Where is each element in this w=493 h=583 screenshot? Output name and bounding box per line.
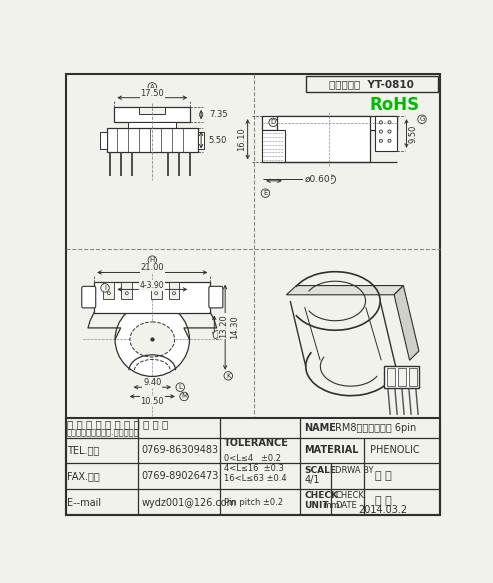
Circle shape	[388, 130, 391, 133]
Text: 13.20: 13.20	[219, 314, 228, 338]
FancyBboxPatch shape	[82, 286, 96, 308]
Text: H: H	[150, 257, 155, 263]
Text: 14.30: 14.30	[230, 315, 239, 339]
Text: DATE: DATE	[335, 501, 357, 510]
Text: 4-3.90: 4-3.90	[140, 281, 165, 290]
Text: 广东省东莞市石碣镇.刘屋工业区: 广东省东莞市石碣镇.刘屋工业区	[67, 428, 140, 437]
Bar	[66, 418, 440, 515]
Circle shape	[380, 121, 383, 124]
Bar	[387, 368, 395, 387]
Text: 4<L≤16  ±0.3: 4<L≤16 ±0.3	[224, 463, 284, 473]
Text: C: C	[216, 137, 220, 143]
Text: RoHS: RoHS	[370, 96, 420, 114]
Circle shape	[155, 292, 158, 295]
Bar	[376, 116, 397, 151]
Bar	[151, 282, 162, 298]
Text: J: J	[216, 332, 218, 338]
Text: 5.50: 5.50	[209, 135, 227, 145]
Text: G: G	[420, 116, 424, 122]
Text: 4/1: 4/1	[304, 475, 319, 484]
Text: 0769-86309483: 0769-86309483	[141, 445, 218, 455]
Text: 16<L≤63 ±0.4: 16<L≤63 ±0.4	[224, 475, 287, 483]
Bar	[262, 116, 397, 130]
Circle shape	[380, 139, 383, 142]
Bar	[121, 282, 132, 298]
Text: CHECK: CHECK	[335, 490, 364, 500]
Text: ø0.60: ø0.60	[304, 175, 330, 184]
FancyBboxPatch shape	[209, 286, 223, 308]
Ellipse shape	[130, 322, 175, 357]
Text: 0769-89026473: 0769-89026473	[141, 470, 219, 481]
Bar	[106, 128, 198, 152]
Bar	[128, 122, 176, 128]
Text: K: K	[226, 373, 231, 379]
Text: 21.00: 21.00	[141, 264, 164, 272]
Circle shape	[115, 303, 189, 377]
Text: TEL.电话: TEL.电话	[67, 445, 99, 455]
Text: E--mail: E--mail	[67, 498, 101, 508]
Text: 9.40: 9.40	[143, 378, 162, 387]
Bar	[262, 130, 285, 162]
Text: FAX.传真: FAX.传真	[67, 470, 100, 481]
Text: 2014.03.2: 2014.03.2	[359, 505, 408, 515]
Text: 洋通料号：  YT-0810: 洋通料号： YT-0810	[329, 80, 414, 90]
Bar	[101, 132, 106, 149]
Circle shape	[125, 292, 128, 295]
Text: 张 艺: 张 艺	[375, 496, 391, 506]
Bar	[104, 282, 114, 298]
Circle shape	[388, 121, 391, 124]
Text: L: L	[178, 384, 182, 390]
Text: CHECK: CHECK	[304, 490, 338, 500]
Bar	[114, 107, 190, 122]
Text: 东 莞 市 洋 通 电 子 有 限 公 司: 东 莞 市 洋 通 电 子 有 限 公 司	[67, 419, 168, 429]
Polygon shape	[394, 286, 419, 360]
Text: Pin pitch ±0.2: Pin pitch ±0.2	[224, 498, 283, 507]
Text: M: M	[181, 394, 187, 399]
Text: DRWA BY: DRWA BY	[335, 466, 374, 475]
Text: 17.50: 17.50	[141, 89, 164, 99]
Circle shape	[173, 292, 176, 295]
Circle shape	[380, 130, 383, 133]
Text: mm: mm	[322, 501, 340, 510]
Bar	[277, 116, 370, 162]
Bar	[198, 132, 204, 149]
Bar	[409, 368, 417, 387]
Text: PHENOLIC: PHENOLIC	[370, 445, 420, 455]
Text: 0<L≤4   ±0.2: 0<L≤4 ±0.2	[224, 454, 282, 462]
Text: A: A	[150, 84, 155, 90]
Bar	[94, 282, 211, 312]
Text: F: F	[329, 176, 333, 182]
Text: D: D	[271, 120, 276, 125]
Bar	[169, 282, 179, 298]
Text: TOLERANCE: TOLERANCE	[224, 438, 289, 448]
Text: 10.50: 10.50	[141, 396, 164, 406]
Text: MATERIAL: MATERIAL	[304, 445, 359, 455]
Text: B: B	[216, 111, 220, 118]
Text: NAME: NAME	[304, 423, 336, 433]
Text: wydz001@126.com: wydz001@126.com	[141, 498, 237, 508]
Text: RM8骨架立式单槽 6pin: RM8骨架立式单槽 6pin	[335, 423, 417, 433]
Text: 9.50: 9.50	[408, 124, 417, 143]
Text: I: I	[104, 285, 106, 291]
Text: 16.10: 16.10	[237, 127, 246, 151]
Text: SCALE: SCALE	[304, 466, 336, 475]
Bar	[384, 366, 419, 388]
Bar	[306, 76, 437, 92]
Text: E: E	[263, 190, 268, 196]
Polygon shape	[286, 286, 403, 295]
Bar	[398, 368, 406, 387]
Circle shape	[388, 139, 391, 142]
Circle shape	[107, 292, 110, 295]
Text: 张 阳: 张 阳	[375, 470, 391, 481]
Text: UNIT: UNIT	[304, 501, 329, 510]
Text: 7.35: 7.35	[209, 110, 227, 119]
Bar	[139, 107, 166, 114]
